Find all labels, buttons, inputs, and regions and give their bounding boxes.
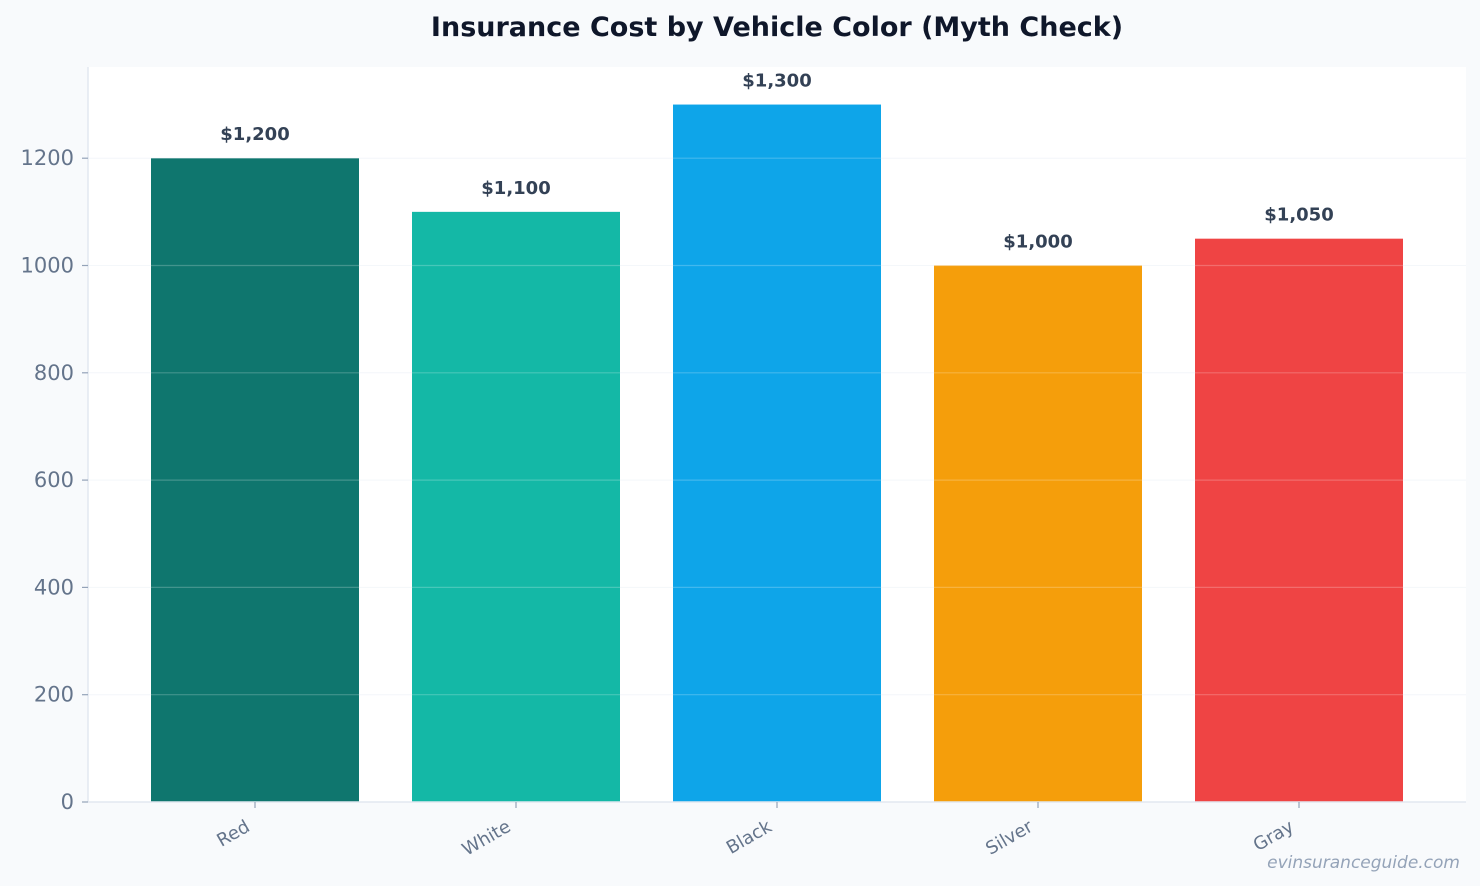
grid-overlay <box>88 157 1466 696</box>
bar-gray <box>1195 238 1403 802</box>
x-tick-label: Black <box>723 816 776 859</box>
x-tick-label: Red <box>213 816 253 851</box>
bar-black <box>673 104 881 802</box>
bar-red <box>151 158 359 803</box>
y-tick-label: 400 <box>34 575 74 599</box>
watermark: evinsuranceguide.com <box>1267 853 1460 873</box>
y-tick-label: 1200 <box>21 146 74 170</box>
data-label: $1,100 <box>481 178 550 199</box>
data-label: $1,050 <box>1264 205 1333 226</box>
y-tick-label: 200 <box>34 683 74 707</box>
x-axis-ticks: Red White Black Silver Gray <box>213 802 1300 861</box>
data-labels: $1,200 $1,100 $1,300 $1,000 $1,050 <box>220 71 1333 253</box>
chart-title: Insurance Cost by Vehicle Color (Myth Ch… <box>431 12 1123 43</box>
y-tick-label: 0 <box>61 790 74 814</box>
bar-white <box>412 211 620 803</box>
data-label: $1,200 <box>220 124 289 145</box>
x-tick-label: Gray <box>1250 816 1298 856</box>
x-tick-label: Silver <box>982 816 1037 860</box>
y-axis-ticks: 0 200 400 600 800 1000 1200 <box>21 146 88 814</box>
bar-silver <box>934 265 1142 802</box>
data-label: $1,300 <box>742 71 811 92</box>
data-label: $1,000 <box>1003 232 1072 253</box>
bars <box>151 104 1403 803</box>
y-tick-label: 800 <box>34 361 74 385</box>
y-tick-label: 1000 <box>21 254 74 278</box>
y-tick-label: 600 <box>34 468 74 492</box>
x-tick-label: White <box>459 816 515 860</box>
